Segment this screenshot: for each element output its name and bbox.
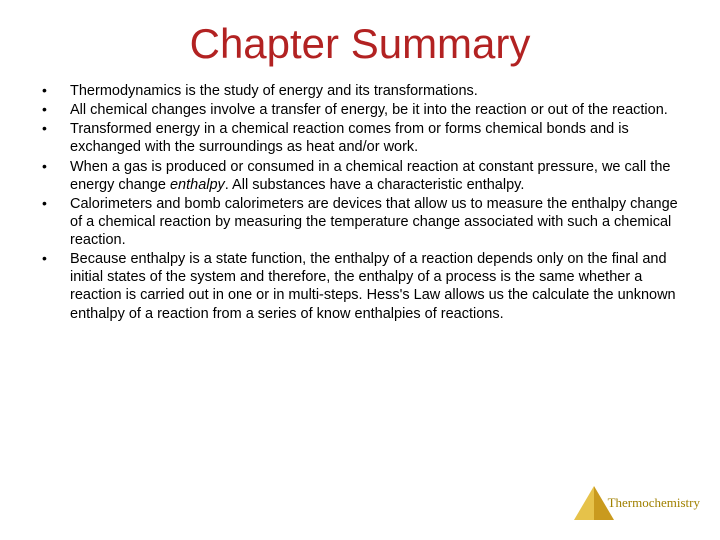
bullet-marker: • <box>38 82 70 100</box>
bullet-marker: • <box>38 250 70 268</box>
bullet-italic-word: enthalpy <box>170 177 225 193</box>
page-title: Chapter Summary <box>30 20 690 68</box>
footer-label: Thermochemistry <box>608 495 700 511</box>
bullet-text: Because enthalpy is a state function, th… <box>70 250 682 323</box>
bullet-text: All chemical changes involve a transfer … <box>70 101 682 119</box>
bullet-marker: • <box>38 195 70 213</box>
list-item: • Transformed energy in a chemical react… <box>38 120 682 156</box>
bullet-list: • Thermodynamics is the study of energy … <box>30 82 690 323</box>
bullet-text: Thermodynamics is the study of energy an… <box>70 82 682 100</box>
footer: Thermochemistry <box>574 486 700 520</box>
list-item: • All chemical changes involve a transfe… <box>38 101 682 119</box>
pyramid-left-face <box>574 486 594 520</box>
slide: Chapter Summary • Thermodynamics is the … <box>0 0 720 540</box>
bullet-marker: • <box>38 101 70 119</box>
list-item: • Calorimeters and bomb calorimeters are… <box>38 195 682 249</box>
bullet-text-suffix: . All substances have a characteristic e… <box>225 177 525 193</box>
bullet-text: Transformed energy in a chemical reactio… <box>70 120 682 156</box>
bullet-marker: • <box>38 120 70 138</box>
list-item: • Because enthalpy is a state function, … <box>38 250 682 323</box>
bullet-marker: • <box>38 158 70 176</box>
list-item: • When a gas is produced or consumed in … <box>38 158 682 194</box>
list-item: • Thermodynamics is the study of energy … <box>38 82 682 100</box>
bullet-text: Calorimeters and bomb calorimeters are d… <box>70 195 682 249</box>
bullet-text: When a gas is produced or consumed in a … <box>70 158 682 194</box>
